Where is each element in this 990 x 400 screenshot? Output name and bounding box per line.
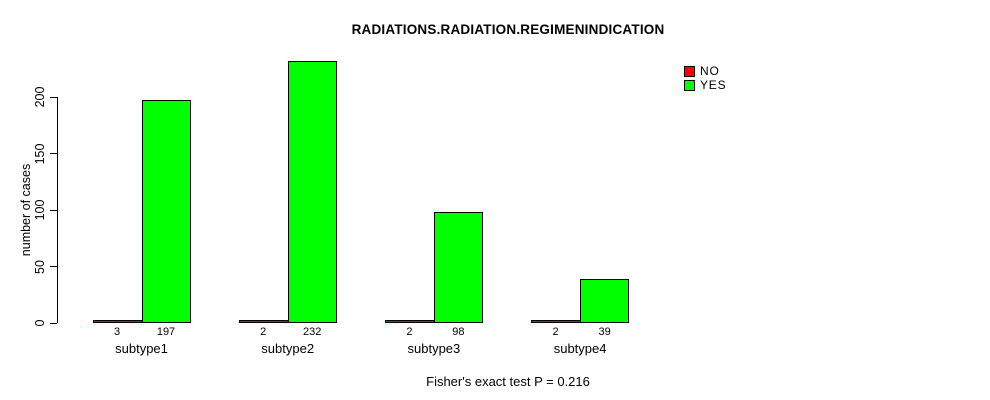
y-axis-tick: [50, 266, 57, 267]
bar-no-subtype1: [92, 320, 142, 323]
legend-entry-yes: YES: [684, 78, 726, 92]
annotation-text: Fisher's exact test P = 0.216: [426, 374, 590, 389]
y-axis-tick-label: 150: [33, 143, 47, 164]
bar-value-label: 197: [156, 326, 176, 338]
bar-value-label: 2: [260, 326, 267, 338]
legend-label-no: NO: [700, 64, 720, 78]
bar-value-label: 2: [552, 326, 559, 338]
y-axis-line: [57, 97, 58, 323]
y-axis-tick: [50, 322, 57, 324]
legend-label-yes: YES: [700, 78, 727, 92]
legend-entry-no: NO: [684, 64, 726, 78]
y-axis-tick: [50, 153, 57, 154]
x-category-label: subtype4: [553, 341, 607, 356]
bar-yes-subtype1: [141, 100, 191, 323]
bar-value-label: 39: [598, 326, 611, 338]
bar-no-subtype3: [384, 320, 434, 323]
y-axis-tick-label: 100: [33, 199, 47, 221]
legend-swatch-no: [684, 65, 695, 77]
legend-swatch-yes: [684, 79, 695, 91]
x-category-label: subtype2: [261, 341, 315, 356]
y-axis-tick-label: 50: [33, 259, 47, 274]
bar-value-label: 2: [406, 326, 413, 338]
y-axis-label: number of cases: [19, 163, 33, 257]
bar-value-label: 3: [113, 326, 121, 338]
y-axis-tick: [50, 96, 57, 98]
bar-value-label: 98: [452, 326, 465, 338]
bar-yes-subtype3: [433, 212, 483, 323]
y-axis-tick-label: 0: [33, 319, 47, 327]
x-category-label: subtype1: [115, 341, 168, 356]
bar-value-label: 232: [303, 326, 322, 338]
bar-no-subtype2: [238, 320, 288, 323]
bar-no-subtype4: [531, 320, 581, 323]
y-axis-tick-label: 200: [33, 86, 47, 108]
x-category-label: subtype3: [407, 341, 461, 356]
bar-yes-subtype4: [580, 279, 630, 323]
bar-yes-subtype2: [287, 61, 337, 323]
chart-title: RADIATIONS.RADIATION.REGIMENINDICATION: [351, 22, 665, 37]
legend: NO YES: [684, 64, 726, 92]
y-axis-tick: [50, 209, 57, 211]
